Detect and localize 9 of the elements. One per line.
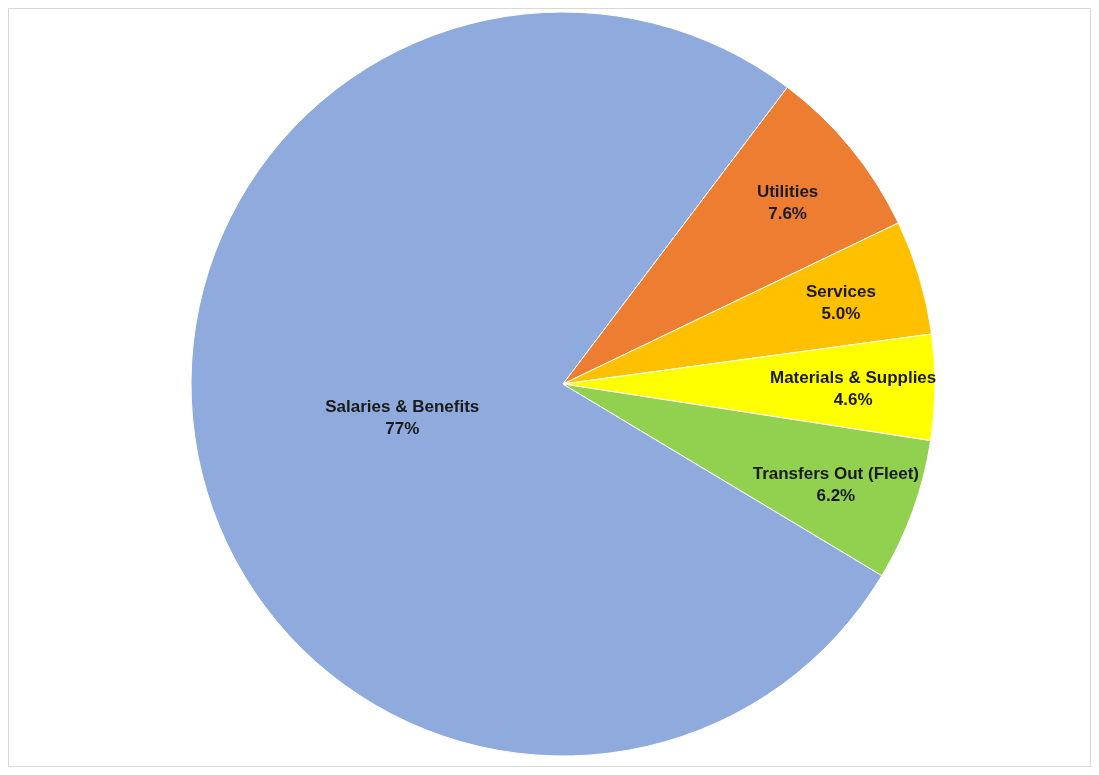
data-label: 4.6% bbox=[833, 390, 873, 410]
data-label: 5.0% bbox=[821, 304, 861, 324]
data-label: 7.6% bbox=[768, 204, 807, 223]
slice-label: Salaries & Benefits bbox=[325, 396, 480, 416]
slice-label: Transfers Out (Fleet) bbox=[752, 464, 919, 484]
slice-label: Services bbox=[805, 282, 876, 302]
data-label: 77% bbox=[385, 418, 420, 438]
slice-label: Utilities bbox=[756, 181, 819, 201]
data-label: 6.2% bbox=[816, 486, 856, 506]
